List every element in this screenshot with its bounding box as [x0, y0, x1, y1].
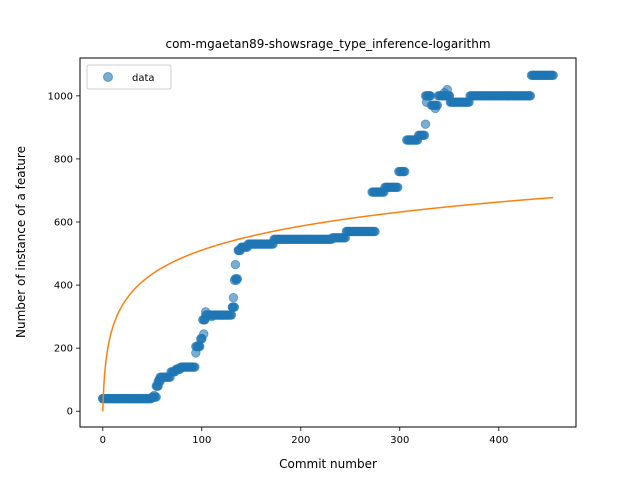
- x-tick-label: 200: [291, 435, 310, 446]
- x-tick-label: 400: [489, 435, 508, 446]
- scatter-point: [227, 311, 236, 320]
- x-axis-label: Commit number: [279, 457, 377, 471]
- scatter-point: [231, 260, 240, 269]
- x-tick-label: 300: [390, 435, 409, 446]
- scatter-point: [150, 391, 159, 400]
- scatter-point: [229, 293, 238, 302]
- y-tick-label: 1000: [48, 91, 73, 102]
- scatter-point: [371, 227, 380, 236]
- y-tick-label: 0: [67, 407, 73, 418]
- chart-title: com-mgaetan89-showsrage_type_inference-l…: [165, 37, 490, 51]
- scatter-point: [445, 92, 454, 101]
- legend-box: [87, 65, 171, 89]
- scatter-point: [421, 120, 430, 129]
- scatter-point: [526, 92, 535, 101]
- scatter-point: [394, 183, 403, 192]
- scatter-point: [431, 104, 440, 113]
- x-tick-label: 0: [100, 435, 106, 446]
- legend-marker-data: [104, 73, 113, 82]
- legend-label-data: data: [132, 73, 155, 84]
- y-tick-label: 400: [54, 281, 73, 292]
- scatter-point: [155, 375, 164, 384]
- scatter-point: [425, 92, 434, 101]
- scatter-point: [174, 364, 183, 373]
- scatter-point: [192, 349, 201, 358]
- y-tick-label: 800: [54, 154, 73, 165]
- scatter-point: [238, 243, 247, 252]
- scatter-point: [207, 312, 216, 321]
- scatter-point: [228, 303, 237, 312]
- scatter-point: [232, 276, 241, 285]
- scatter-point: [217, 311, 226, 320]
- scatter-point: [420, 131, 429, 140]
- y-tick-label: 600: [54, 218, 73, 229]
- scatter-point: [400, 167, 409, 176]
- y-axis-label: Number of instance of a feature: [14, 146, 28, 338]
- scatter-point: [549, 71, 558, 80]
- legend: data: [87, 65, 171, 89]
- x-tick-label: 100: [192, 435, 211, 446]
- y-tick-label: 200: [54, 344, 73, 355]
- scatter-point: [191, 363, 200, 372]
- scatter-point: [199, 330, 208, 339]
